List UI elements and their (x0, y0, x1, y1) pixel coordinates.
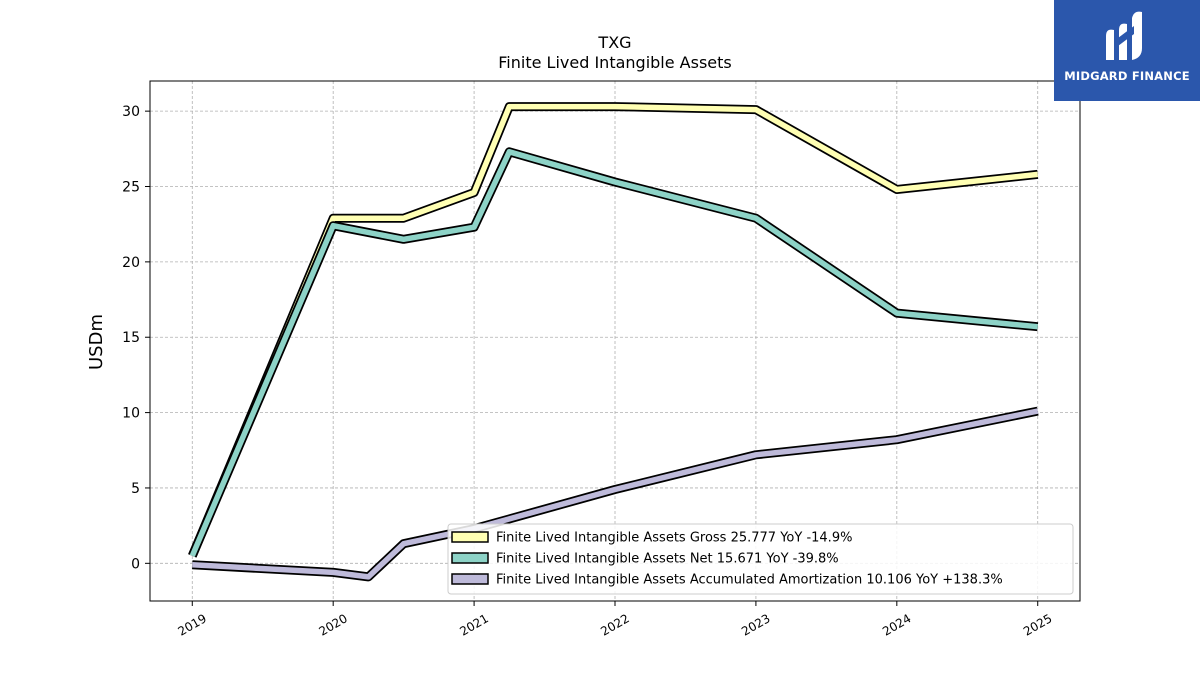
y-tick-label: 25 (122, 180, 140, 196)
legend-box (447, 523, 1074, 595)
y-tick-label: 5 (131, 481, 140, 497)
y-tick-label: 0 (131, 556, 140, 572)
legend-entry: Finite Lived Intangible Assets Accumulat… (496, 573, 1003, 588)
y-axis-label: USDm (86, 314, 107, 370)
midgard-logo-icon (1106, 11, 1142, 61)
x-tick-label: 2024 (880, 611, 913, 638)
legend-entry: Finite Lived Intangible Assets Gross 25.… (496, 531, 852, 546)
series-line (189, 103, 1038, 557)
chart-subtitle: Finite Lived Intangible Assets (498, 53, 731, 72)
legend-swatch (451, 531, 489, 543)
x-tick-label: 2019 (176, 611, 209, 638)
chart-title: TXG (597, 33, 631, 52)
x-tick-label: 2022 (598, 611, 631, 638)
grid (150, 81, 1080, 601)
x-tick-label: 2020 (316, 611, 349, 638)
series-line (189, 149, 1038, 557)
y-tick-label: 15 (122, 330, 140, 346)
y-tick-label: 30 (122, 104, 140, 120)
x-tick-label: 2025 (1021, 611, 1054, 638)
legend-entry: Finite Lived Intangible Assets Net 15.67… (496, 552, 839, 567)
x-tick-label: 2023 (739, 611, 772, 638)
y-tick-label: 10 (122, 406, 140, 422)
y-axis: 0 5 10 15 20 25 30 (122, 104, 150, 572)
y-tick-label: 20 (122, 255, 140, 271)
x-tick-label: 2021 (457, 611, 490, 638)
brand-logo-text: MIDGARD FINANCE (1064, 69, 1190, 83)
legend-swatch (451, 552, 489, 564)
series-lines (188, 102, 1039, 582)
legend-swatch (451, 573, 489, 585)
brand-logo: MIDGARD FINANCE (1054, 0, 1200, 101)
x-axis: 2019 2020 2021 2022 2023 2024 2025 (176, 601, 1054, 639)
legend: Finite Lived Intangible Assets Gross 25.… (447, 523, 1074, 595)
